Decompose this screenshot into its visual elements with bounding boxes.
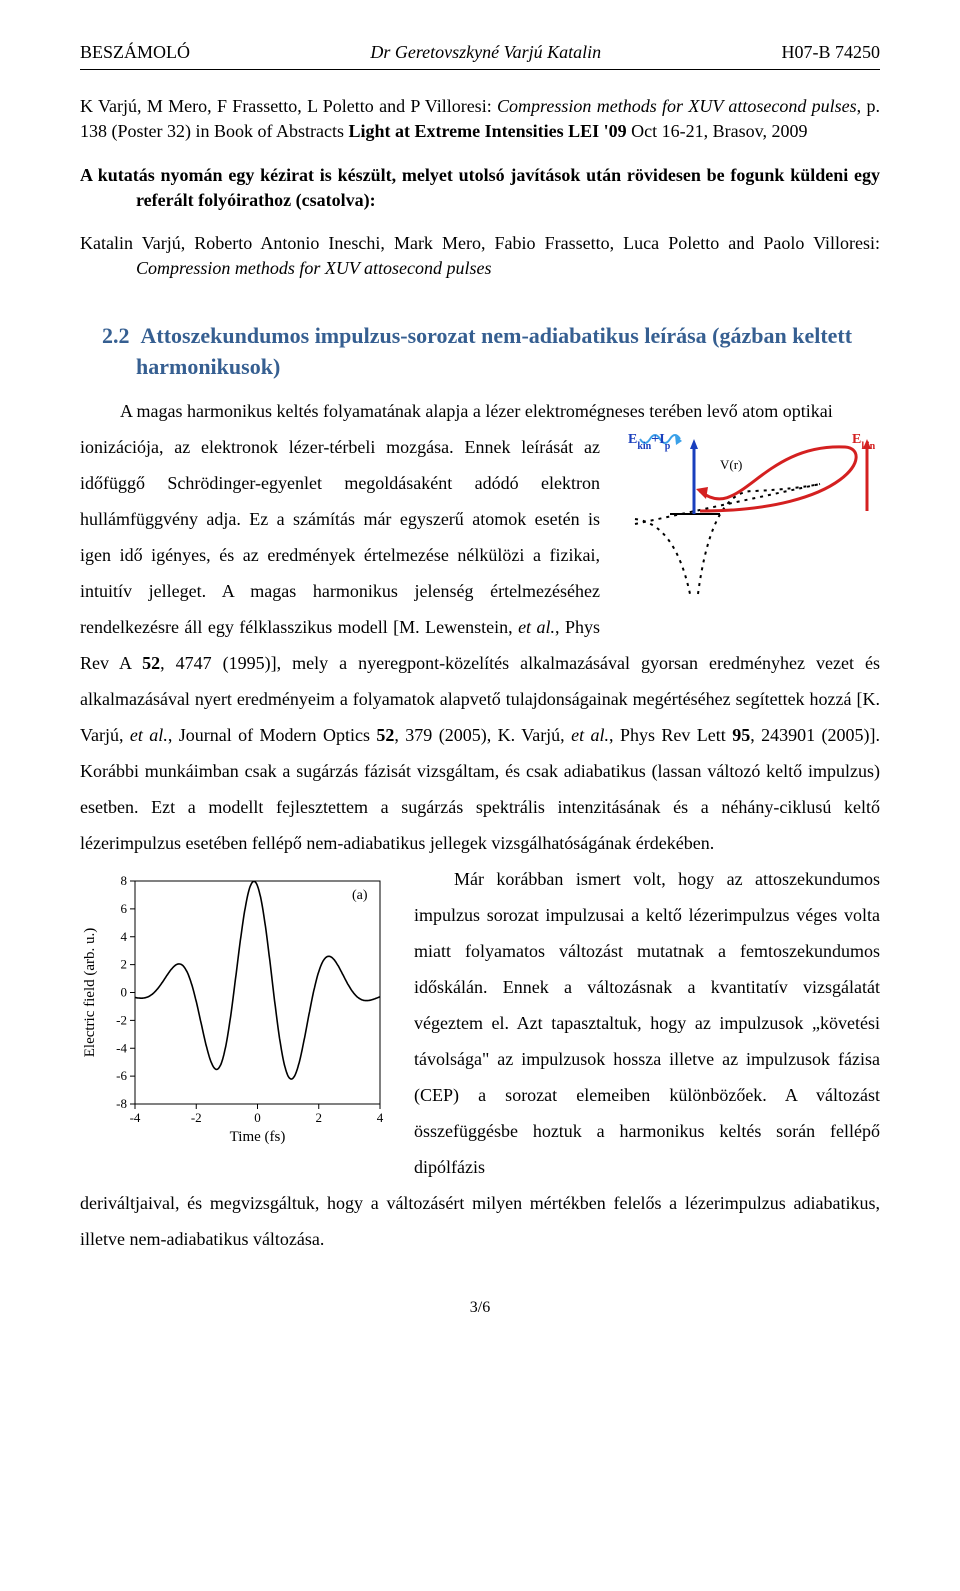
- etal3: et al.: [571, 725, 609, 745]
- svg-text:-4: -4: [116, 1040, 127, 1055]
- svg-text:-6: -6: [116, 1068, 127, 1083]
- ref1-title: Compression methods for XUV attosecond p…: [497, 96, 857, 116]
- header-center: Dr Geretovszkyné Varjú Katalin: [370, 40, 601, 65]
- ref1-book: Light at Extreme Intensities LEI '09: [348, 121, 626, 141]
- header-rule: [80, 69, 880, 70]
- vol1: 52: [142, 653, 160, 673]
- section-title: Attoszekundumos impulzus-sorozat nem-adi…: [136, 323, 852, 379]
- p1d: , Journal of Modern Optics: [168, 725, 377, 745]
- svg-text:6: 6: [121, 901, 128, 916]
- reference-2: A kutatás nyomán egy kézirat is készült,…: [80, 163, 880, 213]
- svg-text:-8: -8: [116, 1096, 127, 1111]
- svg-text:0: 0: [254, 1110, 261, 1125]
- svg-text:-2: -2: [191, 1110, 202, 1125]
- p1f: , Phys Rev Lett: [609, 725, 732, 745]
- ref3-authors: Katalin Varjú, Roberto Antonio Ineschi, …: [80, 233, 880, 253]
- electric-field-chart: -4 -2 0 2 4 -8 -6 -4 -2 0 2 4 6 8 Time (fs) Electric fi…: [80, 869, 390, 1156]
- svg-text:-4: -4: [130, 1110, 141, 1125]
- reference-1: K Varjú, M Mero, F Frassetto, L Poletto …: [80, 94, 880, 144]
- svg-text:8: 8: [121, 873, 128, 888]
- header-left: BESZÁMOLÓ: [80, 40, 190, 65]
- reference-3: Katalin Varjú, Roberto Antonio Ineschi, …: [80, 231, 880, 281]
- para1-lead: A magas harmonikus keltés folyamatának a…: [80, 393, 880, 429]
- para2b: deriváltjaival, és megvizsgáltuk, hogy a…: [80, 1185, 880, 1257]
- svg-text:(a): (a): [352, 888, 368, 903]
- page-footer: 3/6: [80, 1297, 880, 1319]
- svg-text:-2: -2: [116, 1012, 127, 1027]
- vol2: 52: [376, 725, 394, 745]
- page-header: BESZÁMOLÓ Dr Geretovszkyné Varjú Katalin…: [80, 40, 880, 65]
- ref1-rest: Oct 16-21, Brasov, 2009: [627, 121, 808, 141]
- vol3: 95: [732, 725, 750, 745]
- etal1: et al.: [518, 617, 555, 637]
- svg-text:V(r): V(r): [720, 457, 742, 472]
- svg-text:4: 4: [377, 1110, 384, 1125]
- svg-text:4: 4: [121, 929, 128, 944]
- svg-text:Electric field (arb. u.): Electric field (arb. u.): [82, 928, 98, 1058]
- section-num: 2.2: [102, 323, 130, 348]
- potential-diagram: V(r)Ekin+IpEkin: [620, 429, 880, 606]
- section-heading: 2.2 Attoszekundumos impulzus-sorozat nem…: [80, 321, 880, 383]
- svg-text:0: 0: [121, 984, 128, 999]
- svg-text:2: 2: [121, 957, 128, 972]
- header-right: H07-B 74250: [781, 40, 880, 65]
- p1e: , 379 (2005), K. Varjú,: [394, 725, 571, 745]
- svg-text:Time (fs): Time (fs): [230, 1129, 286, 1145]
- ref3-title: Compression methods for XUV attosecond p…: [136, 258, 492, 278]
- svg-text:2: 2: [316, 1110, 323, 1125]
- etal2: et al.: [130, 725, 168, 745]
- p1a: ionizációja, az elektronok lézer-térbeli…: [80, 437, 600, 637]
- ref1-authors: K Varjú, M Mero, F Frassetto, L Poletto …: [80, 96, 497, 116]
